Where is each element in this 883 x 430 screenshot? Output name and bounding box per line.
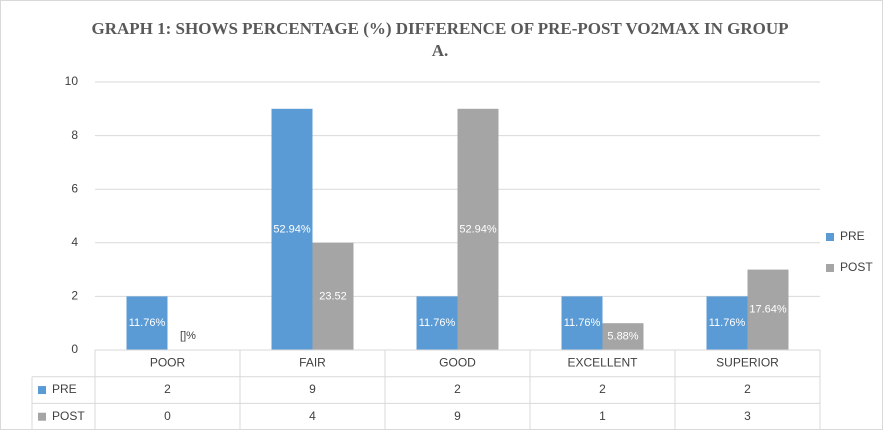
data-label: 11.76% bbox=[419, 317, 456, 329]
bar bbox=[312, 242, 354, 350]
bar bbox=[706, 296, 748, 350]
table-legend-swatch bbox=[38, 412, 46, 421]
table-cell: 0 bbox=[164, 409, 171, 423]
bar bbox=[126, 296, 168, 350]
y-tick-label: 2 bbox=[71, 289, 78, 303]
data-label: []% bbox=[180, 330, 196, 342]
y-tick-label: 6 bbox=[71, 181, 78, 195]
table-row-label: POST bbox=[52, 409, 85, 423]
data-label: 11.76% bbox=[709, 317, 746, 329]
chart-title: GRAPH 1: SHOWS PERCENTAGE (%) DIFFERENCE… bbox=[91, 19, 789, 60]
data-label: 5.88% bbox=[607, 331, 638, 343]
table-cell: 2 bbox=[164, 382, 171, 396]
table-row-label: PRE bbox=[52, 382, 77, 396]
legend-swatch bbox=[826, 264, 834, 272]
y-tick-label: 10 bbox=[65, 74, 79, 88]
bar bbox=[561, 296, 603, 350]
data-label: 52.94% bbox=[273, 223, 311, 235]
bar bbox=[416, 296, 458, 350]
table-cell: 4 bbox=[309, 409, 316, 423]
bar bbox=[271, 108, 313, 350]
table-legend-swatch bbox=[38, 386, 46, 395]
y-tick-label: 4 bbox=[71, 235, 78, 249]
x-tick-label: GOOD bbox=[439, 356, 476, 370]
y-tick-label: 0 bbox=[71, 342, 78, 356]
data-label: 11.76% bbox=[129, 317, 166, 329]
x-tick-label: POOR bbox=[150, 356, 186, 370]
x-tick-label: SUPERIOR bbox=[716, 356, 779, 370]
table-cell: 2 bbox=[454, 382, 461, 396]
table-cell: 3 bbox=[744, 409, 751, 423]
table-cell: 9 bbox=[309, 382, 316, 396]
data-label: 17.64% bbox=[749, 304, 787, 316]
title-area: GRAPH 1: SHOWS PERCENTAGE (%) DIFFERENCE… bbox=[91, 19, 789, 60]
data-label: 52.94% bbox=[459, 223, 497, 235]
bar bbox=[457, 108, 499, 350]
legend-swatch bbox=[826, 233, 834, 241]
table-cell: 2 bbox=[744, 382, 751, 396]
table-cell: 2 bbox=[599, 382, 606, 396]
x-tick-label: EXCELLENT bbox=[567, 356, 638, 370]
legend-label: POST bbox=[840, 260, 873, 274]
bar bbox=[602, 323, 644, 350]
x-tick-label: FAIR bbox=[299, 356, 326, 370]
y-tick-label: 8 bbox=[71, 128, 78, 142]
legend-label: PRE bbox=[840, 229, 865, 243]
bar bbox=[747, 269, 789, 350]
table-cell: 1 bbox=[599, 409, 606, 423]
data-label: 23.52 bbox=[319, 290, 347, 302]
data-label: 11.76% bbox=[564, 317, 601, 329]
table-cell: 9 bbox=[454, 409, 461, 423]
